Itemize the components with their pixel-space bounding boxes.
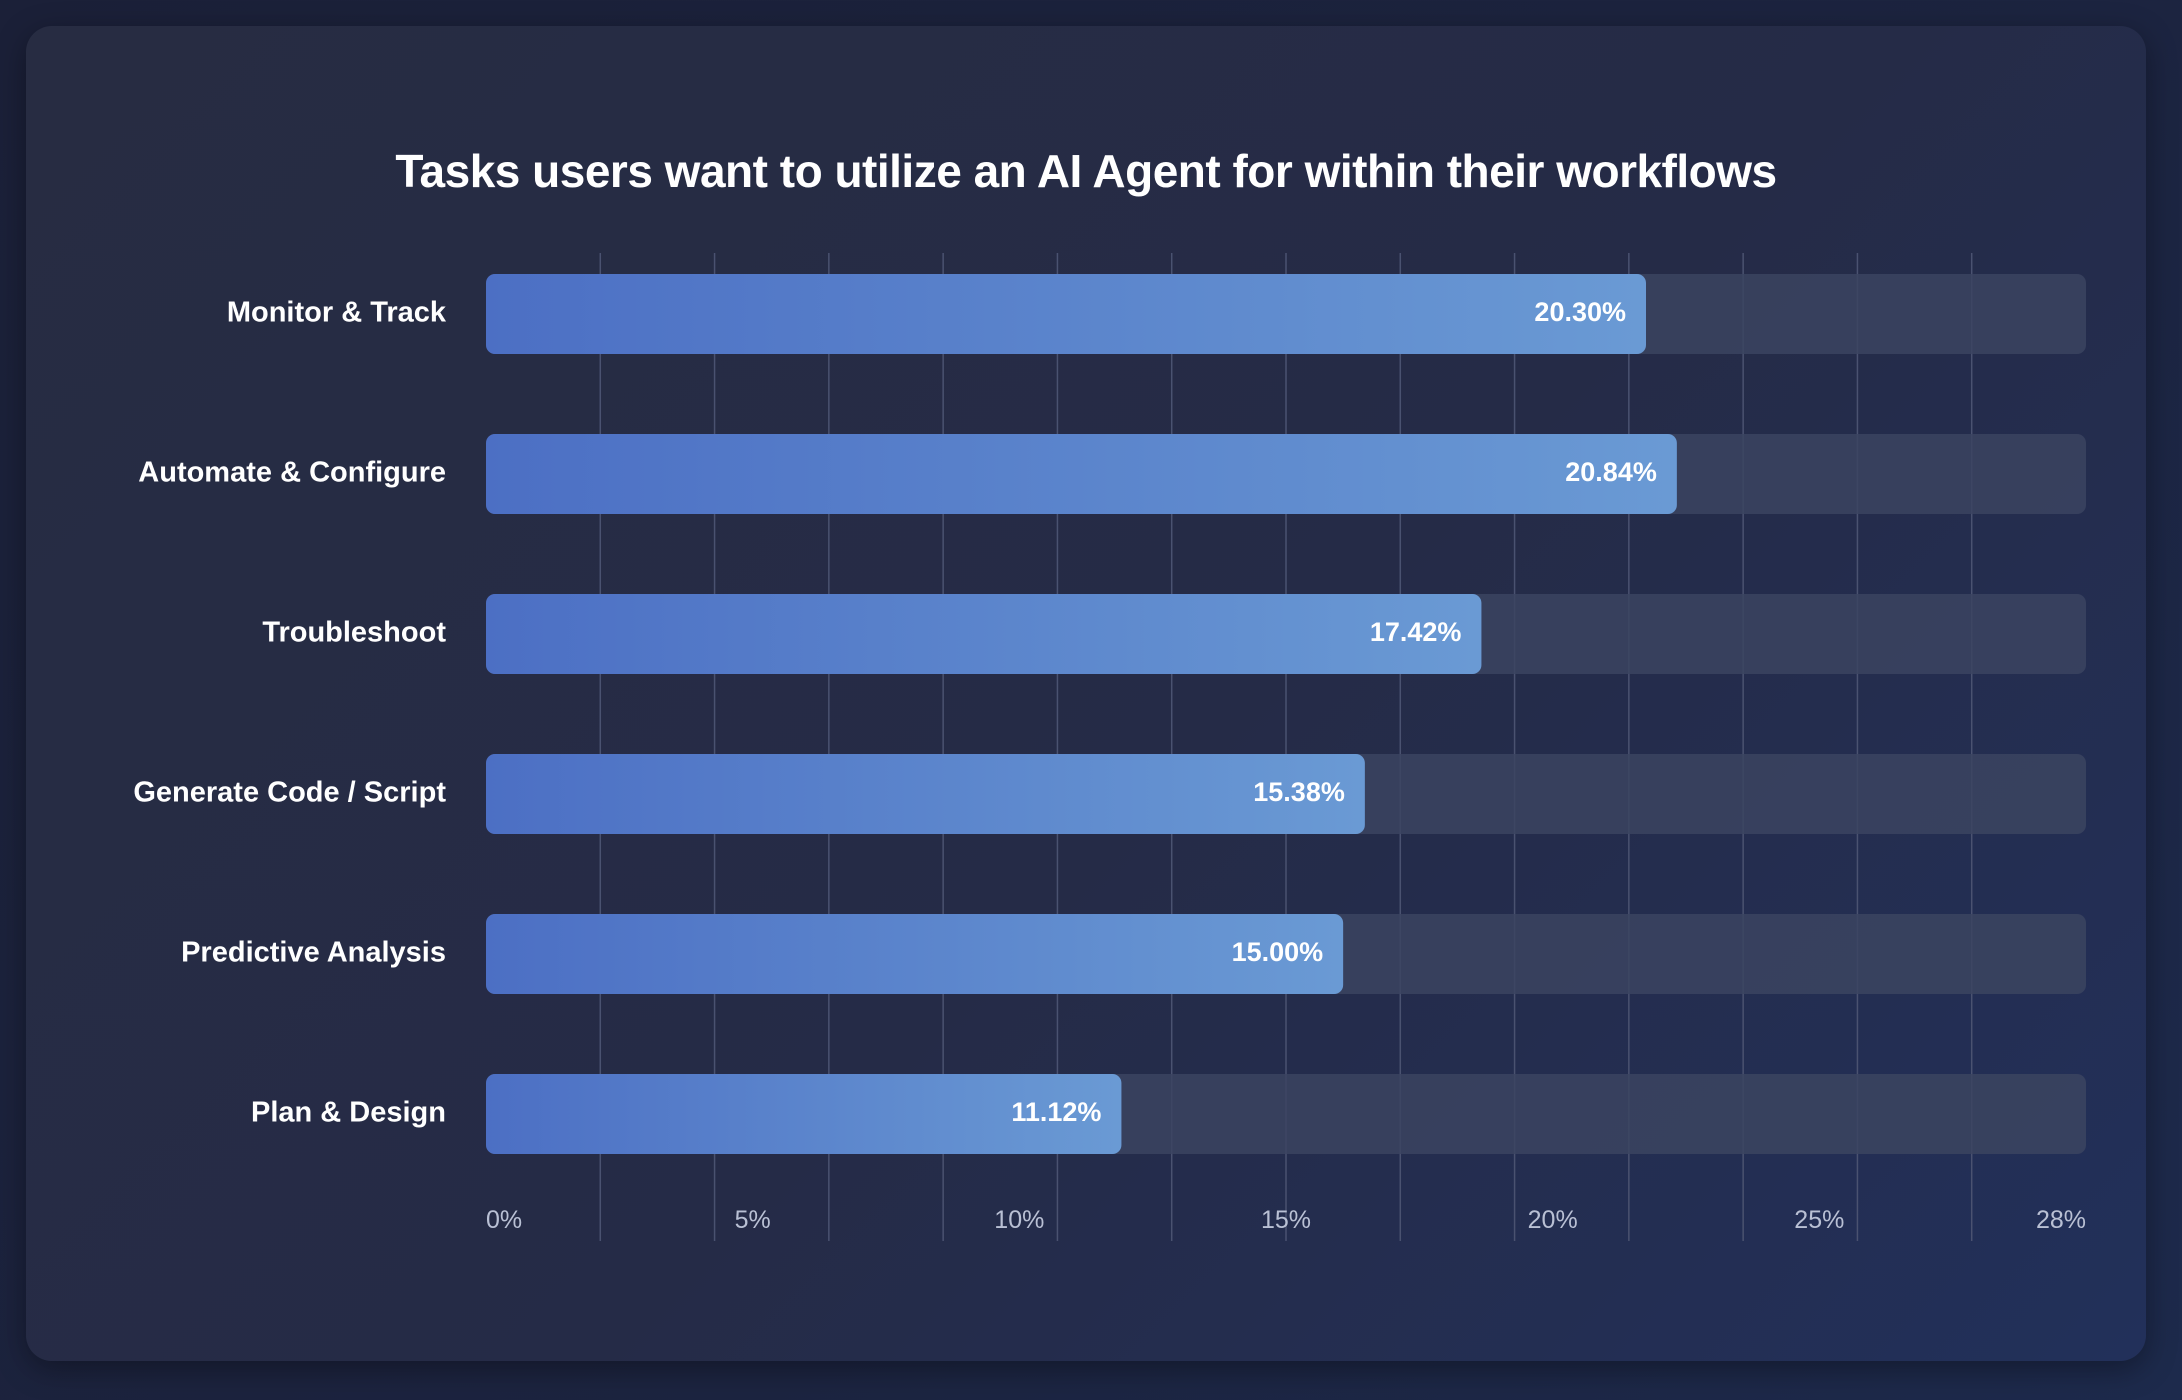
- value-label: 11.12%: [1011, 1097, 1101, 1127]
- value-label: 15.38%: [1253, 777, 1345, 807]
- category-label: Monitor & Track: [227, 297, 447, 329]
- x-tick-label: 5%: [735, 1206, 771, 1234]
- category-label: Generate Code / Script: [133, 777, 446, 809]
- bar: [486, 1074, 1122, 1154]
- category-label: Automate & Configure: [138, 457, 446, 489]
- x-tick-label: 20%: [1528, 1206, 1578, 1234]
- x-tick-label: 0%: [486, 1206, 522, 1234]
- chart-title: Tasks users want to utilize an AI Agent …: [395, 145, 1777, 197]
- category-label: Troubleshoot: [262, 617, 446, 649]
- bar: [486, 434, 1677, 514]
- bar: [486, 754, 1365, 834]
- x-tick-label: 25%: [1794, 1206, 1844, 1234]
- value-label: 20.30%: [1534, 297, 1626, 327]
- x-tick-label: 10%: [994, 1206, 1044, 1234]
- bar: [486, 274, 1646, 354]
- category-label: Predictive Analysis: [181, 937, 446, 969]
- bar: [486, 594, 1482, 674]
- bar: [486, 914, 1344, 994]
- value-label: 17.42%: [1370, 617, 1462, 647]
- x-tick-label: 28%: [2036, 1206, 2086, 1234]
- x-tick-label: 15%: [1261, 1206, 1311, 1234]
- value-label: 20.84%: [1565, 457, 1657, 487]
- category-label: Plan & Design: [251, 1097, 446, 1129]
- value-label: 15.00%: [1232, 937, 1324, 967]
